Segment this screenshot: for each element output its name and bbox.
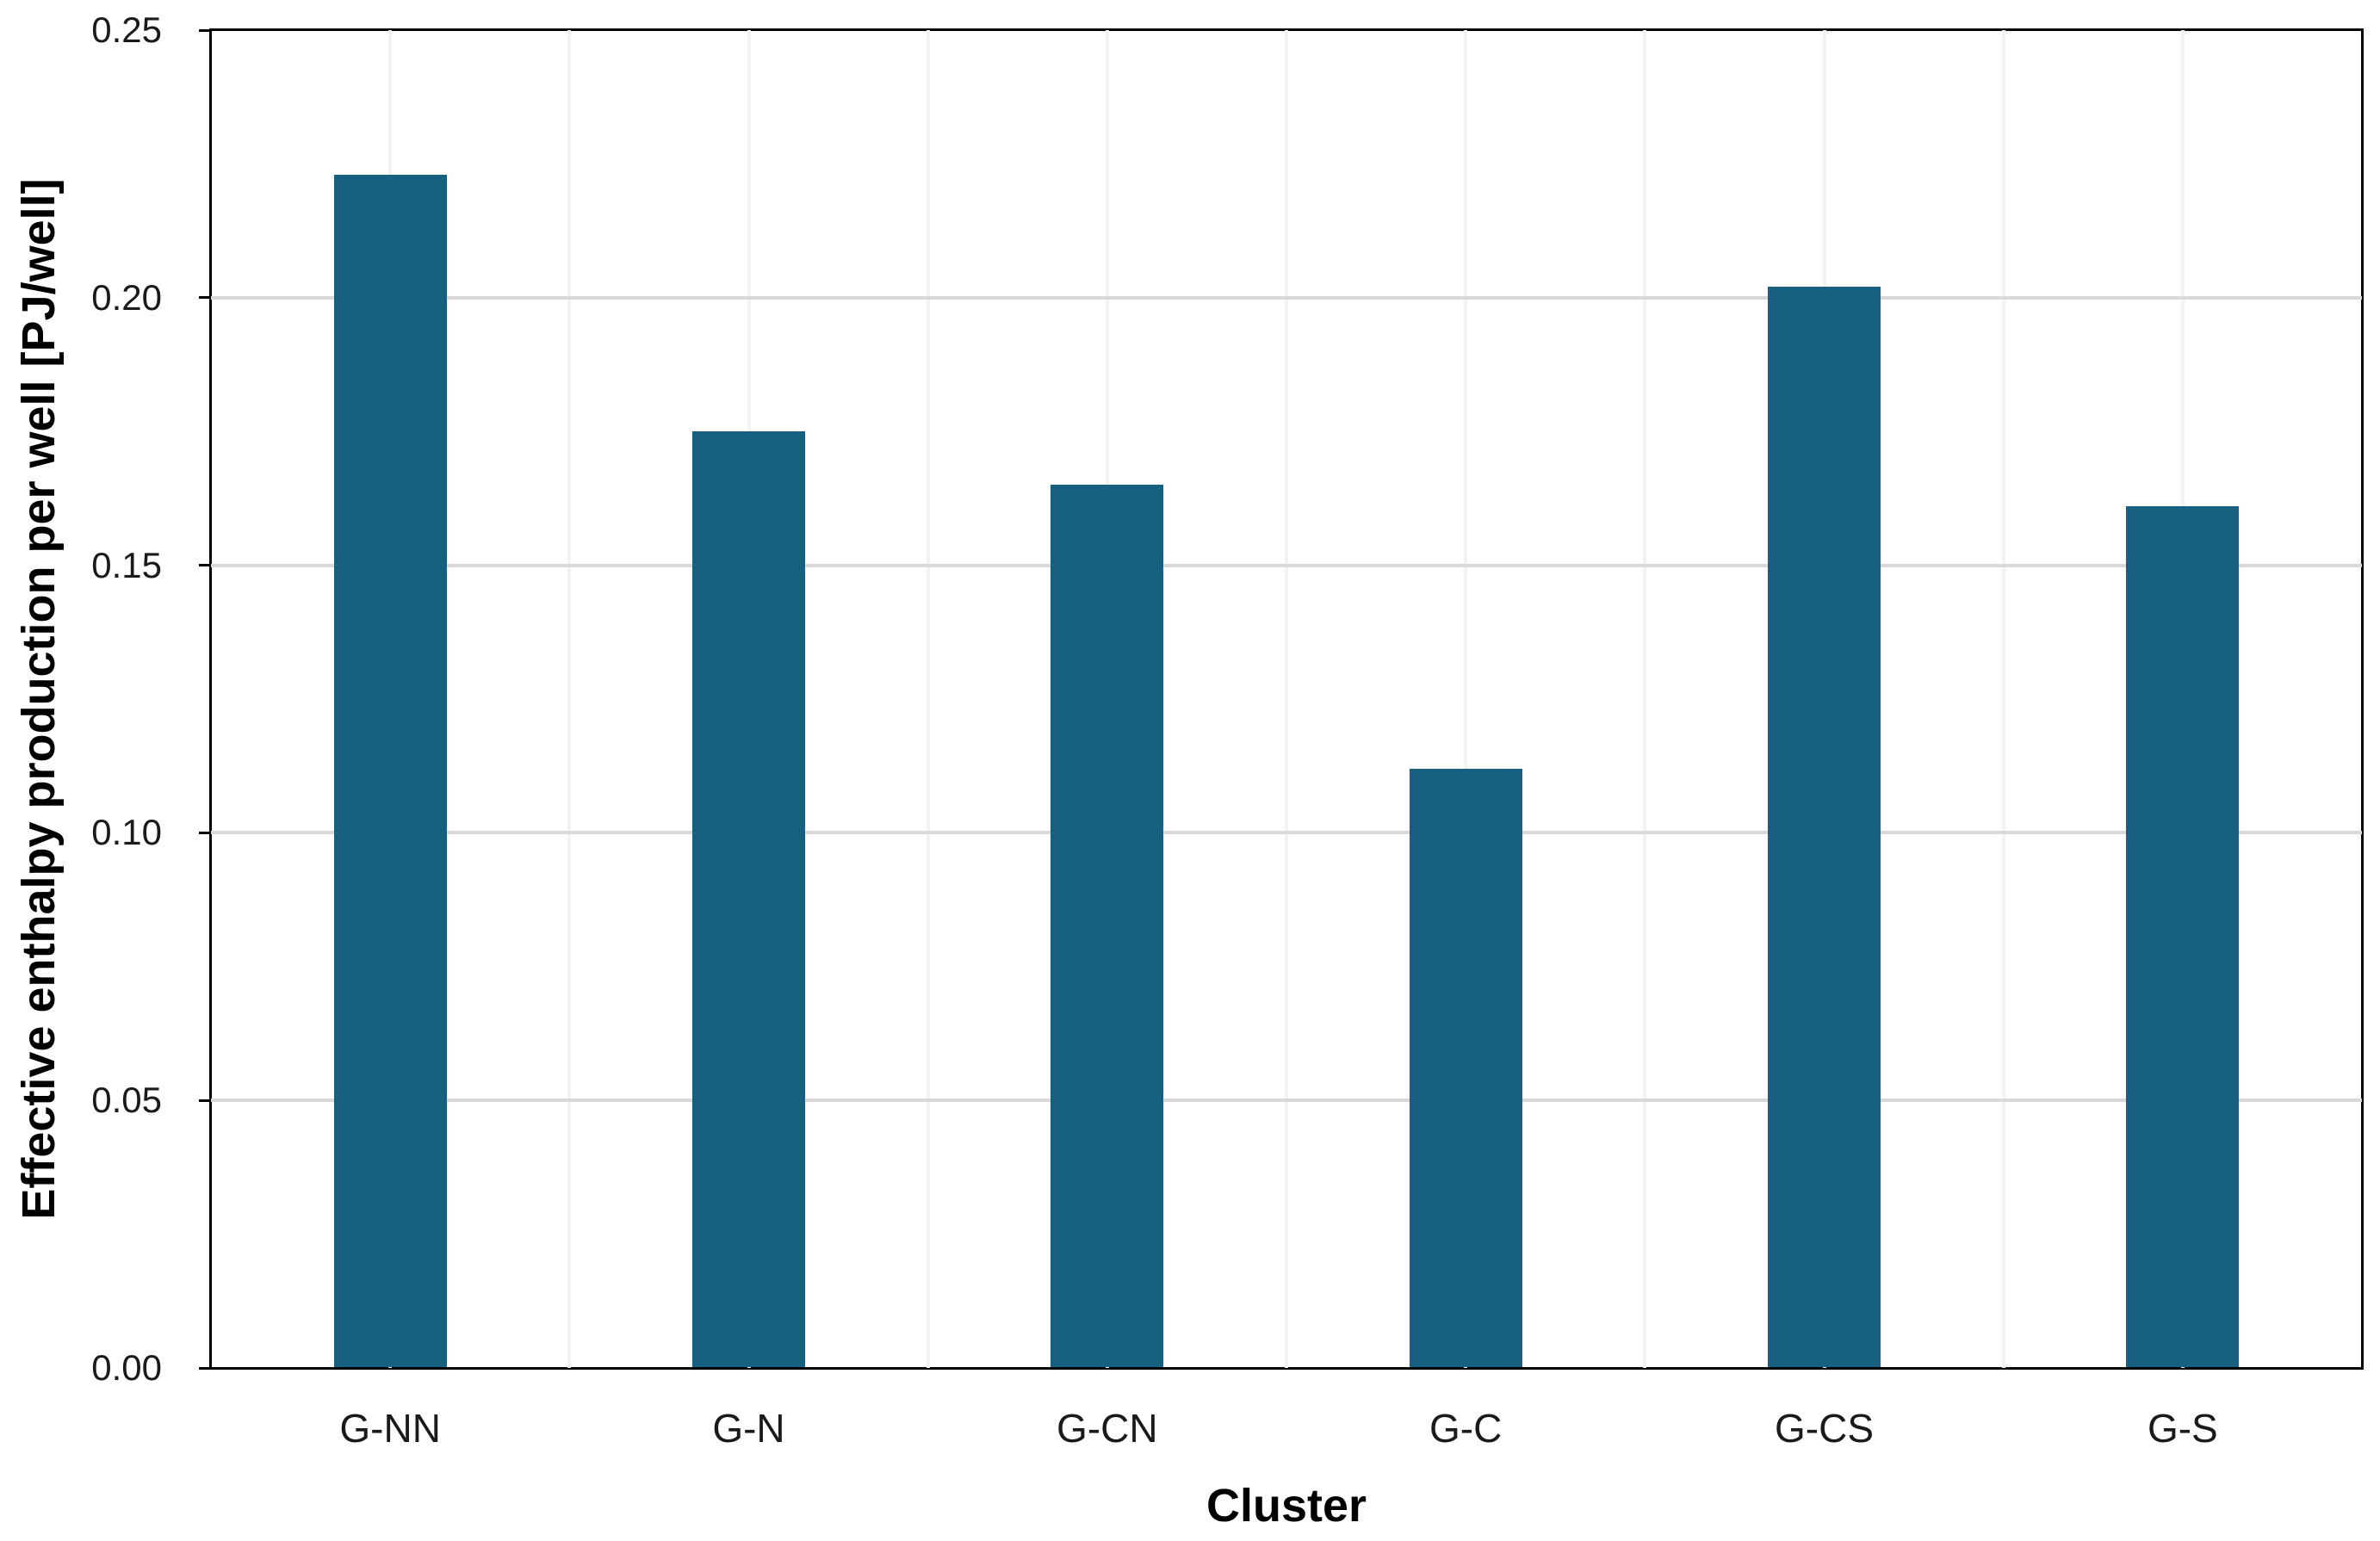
horizontal-gridline [211, 831, 2362, 835]
y-tick-mark [199, 564, 209, 567]
bar-G-S [2126, 506, 2240, 1367]
y-tick-label: 0.05 [91, 1080, 162, 1121]
y-tick-label: 0.15 [91, 544, 162, 585]
x-tick-label: G-CS [1775, 1406, 1874, 1451]
vertical-gridline [1285, 30, 1288, 1368]
horizontal-gridline [211, 1099, 2362, 1103]
y-tick-mark [199, 1366, 209, 1370]
bar-G-CS [1768, 287, 1881, 1367]
plot-area [209, 28, 2364, 1370]
bar-G-CN [1051, 485, 1164, 1367]
x-tick-label: G-CN [1057, 1406, 1158, 1451]
bar-G-C [1409, 768, 1522, 1367]
vertical-gridline [1643, 30, 1647, 1368]
y-axis-title: Effective enthalpy production per well [… [13, 178, 65, 1220]
horizontal-gridline [211, 295, 2362, 300]
bar-G-N [692, 431, 805, 1367]
vertical-gridline [1464, 30, 1468, 1368]
y-tick-mark [199, 1099, 209, 1102]
vertical-gridline [926, 30, 930, 1368]
y-tick-label: 0.00 [91, 1347, 162, 1388]
y-tick-mark [199, 831, 209, 834]
x-axis-title: Cluster [1205, 1480, 1367, 1532]
y-tick-label: 0.10 [91, 812, 162, 853]
horizontal-gridline [211, 563, 2362, 567]
bar-G-NN [333, 174, 447, 1367]
x-tick-label: G-S [2147, 1406, 2218, 1451]
y-tick-mark [199, 296, 209, 300]
vertical-gridline [567, 30, 572, 1368]
x-tick-label: G-N [712, 1406, 785, 1451]
vertical-gridline [2001, 30, 2005, 1368]
y-tick-label: 0.25 [91, 9, 162, 50]
y-tick-mark [199, 28, 209, 32]
y-tick-label: 0.20 [91, 276, 162, 318]
x-tick-label: G-NN [339, 1406, 441, 1451]
x-tick-label: G-C [1429, 1406, 1503, 1451]
